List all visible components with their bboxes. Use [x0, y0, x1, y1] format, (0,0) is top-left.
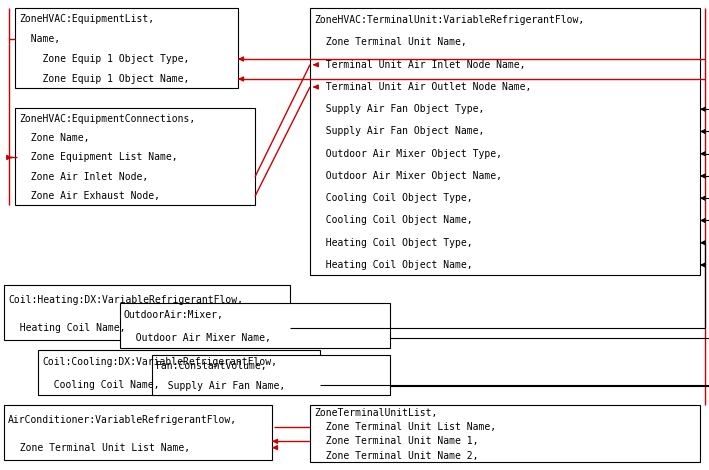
Text: Terminal Unit Air Inlet Node Name,: Terminal Unit Air Inlet Node Name, [314, 60, 525, 70]
Text: Coil:Cooling:DX:VariableRefrigerantFlow,: Coil:Cooling:DX:VariableRefrigerantFlow, [42, 357, 277, 368]
Bar [15, 108, 255, 205]
Text: Supply Air Fan Name,: Supply Air Fan Name, [156, 381, 285, 391]
Text: Cooling Coil Object Type,: Cooling Coil Object Type, [314, 193, 473, 203]
Text: AirConditioner:VariableRefrigerantFlow,: AirConditioner:VariableRefrigerantFlow, [8, 415, 237, 425]
Bar [4, 405, 272, 460]
Text: ZoneHVAC:EquipmentConnections,: ZoneHVAC:EquipmentConnections, [19, 114, 195, 124]
Bar [152, 355, 390, 395]
Text: Zone Terminal Unit Name 1,: Zone Terminal Unit Name 1, [314, 436, 479, 446]
Bar [310, 405, 700, 462]
Text: Zone Equip 1 Object Name,: Zone Equip 1 Object Name, [19, 74, 189, 84]
Text: Zone Terminal Unit Name,: Zone Terminal Unit Name, [314, 38, 467, 47]
Bar [15, 8, 238, 88]
Text: ZoneHVAC:TerminalUnit:VariableRefrigerantFlow,: ZoneHVAC:TerminalUnit:VariableRefrigeran… [314, 15, 584, 25]
Text: Terminal Unit Air Outlet Node Name,: Terminal Unit Air Outlet Node Name, [314, 82, 531, 92]
Text: ZoneTerminalUnitList,: ZoneTerminalUnitList, [314, 408, 437, 418]
Text: ZoneHVAC:EquipmentList,: ZoneHVAC:EquipmentList, [19, 14, 154, 24]
Text: Supply Air Fan Object Type,: Supply Air Fan Object Type, [314, 104, 484, 114]
Text: Coil:Heating:DX:VariableRefrigerantFlow,: Coil:Heating:DX:VariableRefrigerantFlow, [8, 295, 243, 305]
Text: Name,: Name, [19, 34, 60, 44]
Text: Outdoor Air Mixer Name,: Outdoor Air Mixer Name, [124, 333, 271, 343]
Text: Zone Terminal Unit Name 2,: Zone Terminal Unit Name 2, [314, 451, 479, 461]
Text: Heating Coil Name,: Heating Coil Name, [8, 322, 125, 333]
Bar [38, 350, 320, 395]
Bar [120, 303, 390, 348]
Text: Supply Air Fan Object Name,: Supply Air Fan Object Name, [314, 126, 484, 136]
Text: Zone Equipment List Name,: Zone Equipment List Name, [19, 152, 178, 163]
Text: Zone Terminal Unit List Name,: Zone Terminal Unit List Name, [8, 443, 190, 453]
Text: Heating Coil Object Name,: Heating Coil Object Name, [314, 260, 473, 270]
Text: Cooling Coil Name,: Cooling Coil Name, [42, 380, 160, 390]
Bar [4, 285, 290, 340]
Text: OutdoorAir:Mixer,: OutdoorAir:Mixer, [124, 310, 224, 321]
Text: Heating Coil Object Type,: Heating Coil Object Type, [314, 238, 473, 248]
Text: Fan:ConstantVolume,: Fan:ConstantVolume, [156, 361, 267, 371]
Text: Zone Equip 1 Object Type,: Zone Equip 1 Object Type, [19, 54, 189, 64]
Text: Zone Terminal Unit List Name,: Zone Terminal Unit List Name, [314, 422, 496, 432]
Text: Zone Name,: Zone Name, [19, 133, 89, 143]
Text: Outdoor Air Mixer Object Type,: Outdoor Air Mixer Object Type, [314, 149, 502, 159]
Text: Outdoor Air Mixer Object Name,: Outdoor Air Mixer Object Name, [314, 171, 502, 181]
Bar [310, 8, 700, 275]
Text: Zone Air Inlet Node,: Zone Air Inlet Node, [19, 172, 148, 182]
Text: Cooling Coil Object Name,: Cooling Coil Object Name, [314, 215, 473, 226]
Text: Zone Air Exhaust Node,: Zone Air Exhaust Node, [19, 191, 160, 201]
